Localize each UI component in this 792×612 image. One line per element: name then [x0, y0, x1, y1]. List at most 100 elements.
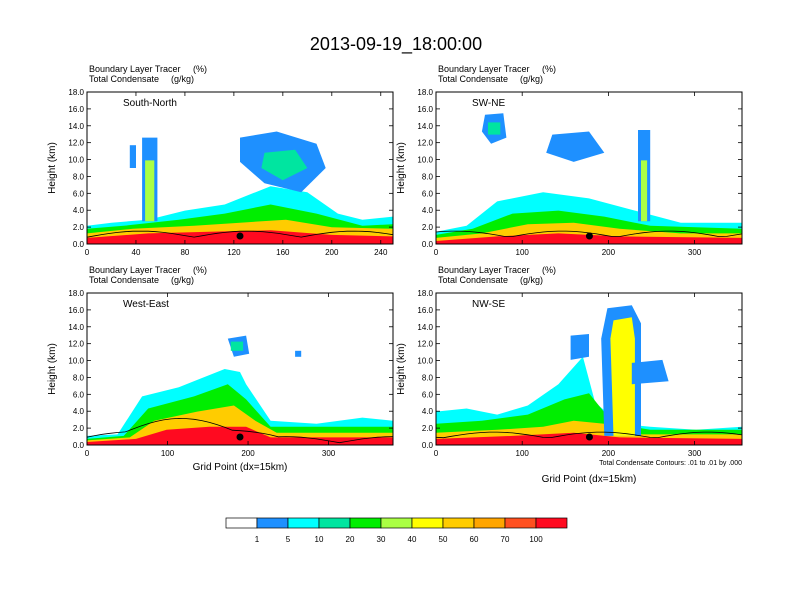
plot-frame — [435, 292, 743, 446]
colorbar-swatch — [318, 517, 351, 529]
y-tick-label: 2.0 — [73, 424, 85, 433]
figure-title: 2013-09-19_18:00:00 — [310, 34, 482, 55]
y-tick-label: 8.0 — [422, 172, 434, 181]
colorbar-swatch — [287, 517, 320, 529]
y-tick-label: 12.0 — [417, 340, 433, 349]
terrain-line — [86, 417, 394, 444]
x-tick-label: 0 — [434, 449, 439, 458]
x-tick-label: 200 — [325, 248, 339, 257]
y-tick-label: 14.0 — [417, 323, 433, 332]
subtitle-units: (g/kg) — [520, 74, 543, 84]
y-tick-label: 14.0 — [68, 323, 84, 332]
x-tick-label: 160 — [276, 248, 290, 257]
panel-south-north: 0.0 2.0 4.0 6.0 8.0 10.0 12.0 14.0 16.0 18.0 0 40 80… — [47, 64, 394, 257]
panel-label: NW-SE — [472, 299, 505, 310]
colorbar-swatch — [411, 517, 444, 529]
y-tick-label: 2.0 — [73, 223, 85, 232]
y-axis-label: Height (km) — [47, 343, 58, 395]
subtitle-label: Total Condensate — [438, 275, 508, 285]
y-tick-label: 8.0 — [422, 373, 434, 382]
x-tick-label: 100 — [161, 449, 175, 458]
y-tick-label: 16.0 — [417, 306, 433, 315]
terrain-line — [435, 431, 743, 439]
y-tick-label: 2.0 — [422, 424, 434, 433]
colorbar-label: 100 — [529, 535, 543, 544]
y-axis-label: Height (km) — [47, 142, 58, 194]
location-marker — [585, 232, 593, 240]
subtitle-units: (%) — [193, 64, 207, 74]
colorbar-label: 40 — [408, 535, 417, 544]
cloud-region — [610, 317, 635, 436]
panel-nw-se: 0.0 2.0 4.0 6.0 8.0 10.0 12.0 14.0 16.0 18.0 0 100 2… — [396, 265, 743, 485]
x-tick-label: 40 — [132, 248, 141, 257]
subtitle-units: (g/kg) — [520, 275, 543, 285]
terrain-line — [86, 230, 394, 238]
cloud-region — [145, 160, 155, 222]
cloud-region — [570, 334, 589, 360]
x-tick-label: 300 — [688, 248, 702, 257]
cloud-region — [546, 131, 605, 162]
x-axis-label: Grid Point (dx=15km) — [542, 474, 637, 485]
subtitle-units: (%) — [542, 265, 556, 275]
x-tick-label: 300 — [322, 449, 336, 458]
x-tick-label: 0 — [85, 449, 90, 458]
x-tick-label: 0 — [85, 248, 90, 257]
subtitle-units: (%) — [193, 265, 207, 275]
y-tick-label: 0.0 — [422, 240, 434, 249]
y-tick-label: 0.0 — [73, 441, 85, 450]
x-tick-label: 120 — [227, 248, 241, 257]
panel-sw-ne: 0.0 2.0 4.0 6.0 8.0 10.0 12.0 14.0 16.0 18.0 0 100 2… — [396, 64, 743, 257]
x-tick-label: 200 — [241, 449, 255, 458]
colorbar-label: 10 — [315, 535, 324, 544]
panel-label: SW-NE — [472, 98, 505, 109]
colorbar-swatch — [225, 517, 258, 529]
y-axis-label: Height (km) — [396, 343, 407, 395]
y-tick-label: 10.0 — [417, 156, 433, 165]
colorbar-swatch — [504, 517, 537, 529]
y-tick-label: 0.0 — [73, 240, 85, 249]
colorbar-label: 70 — [501, 535, 510, 544]
cloud-region — [488, 122, 501, 135]
y-tick-label: 10.0 — [417, 357, 433, 366]
y-tick-label: 10.0 — [68, 357, 84, 366]
y-tick-label: 8.0 — [73, 373, 85, 382]
y-tick-label: 16.0 — [68, 105, 84, 114]
colorbar-swatch — [473, 517, 506, 529]
y-tick-label: 6.0 — [73, 390, 85, 399]
subtitle-label: Total Condensate — [89, 74, 159, 84]
x-tick-label: 80 — [180, 248, 189, 257]
tracer-field — [87, 131, 393, 244]
y-tick-label: 16.0 — [68, 306, 84, 315]
panel-label: West-East — [123, 299, 169, 310]
y-tick-label: 6.0 — [73, 189, 85, 198]
colorbar-label: 1 — [255, 535, 260, 544]
panel-label: South-North — [123, 98, 177, 109]
subtitle-units: (g/kg) — [171, 74, 194, 84]
x-tick-label: 100 — [516, 449, 530, 458]
subtitle-label: Boundary Layer Tracer — [89, 265, 181, 275]
y-tick-label: 4.0 — [73, 206, 85, 215]
colorbar-swatch — [535, 517, 568, 529]
colorbar-swatch — [256, 517, 289, 529]
y-tick-label: 2.0 — [422, 223, 434, 232]
y-tick-label: 18.0 — [417, 88, 433, 97]
plot-frame — [86, 91, 394, 245]
y-tick-label: 0.0 — [422, 441, 434, 450]
colorbar-label: 30 — [377, 535, 386, 544]
subtitle-label: Boundary Layer Tracer — [438, 64, 530, 74]
y-tick-label: 4.0 — [422, 206, 434, 215]
x-tick-label: 200 — [602, 449, 616, 458]
x-axis-label: Grid Point (dx=15km) — [193, 462, 288, 473]
cloud-region — [641, 160, 648, 222]
subtitle-label: Boundary Layer Tracer — [89, 64, 181, 74]
y-axis-label: Height (km) — [396, 142, 407, 194]
colorbar-swatch — [349, 517, 382, 529]
colorbar-swatch — [442, 517, 475, 529]
y-tick-label: 18.0 — [68, 289, 84, 298]
x-tick-label: 200 — [602, 248, 616, 257]
subtitle-label: Total Condensate — [89, 275, 159, 285]
x-tick-label: 300 — [688, 449, 702, 458]
location-marker — [585, 433, 593, 441]
y-tick-label: 16.0 — [417, 105, 433, 114]
